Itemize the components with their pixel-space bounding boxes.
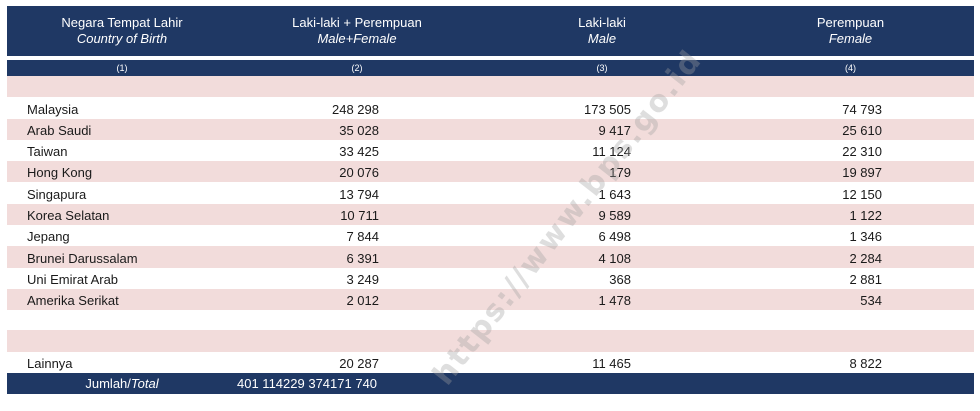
- header-female-id: Perempuan: [816, 15, 885, 30]
- table-row: Brunei Darussalam 6 391 4 108 2 284: [7, 246, 974, 268]
- table-row: Korea Selatan 10 711 9 589 1 122: [7, 203, 974, 226]
- table-row: Singapura 13 794 1 643 12 150: [7, 182, 974, 204]
- table-row: Hong Kong 20 076 179 19 897: [7, 161, 974, 183]
- male-value: 1 643: [598, 186, 631, 202]
- data-table: Negara Tempat Lahir Country of Birth Lak…: [7, 6, 974, 394]
- country-name: Jepang: [27, 229, 70, 245]
- column-number: (1): [116, 63, 128, 73]
- female-value: 8 822: [849, 355, 882, 371]
- country-name: Arab Saudi: [27, 122, 92, 138]
- total-value: 20 076: [339, 165, 379, 181]
- header-country: Negara Tempat Lahir Country of Birth: [7, 6, 237, 56]
- total-value: 10 711: [340, 208, 379, 224]
- male-value: 9 589: [598, 208, 631, 224]
- column-number-row: (1) (2) (3) (4): [7, 60, 974, 76]
- male-value: 11 465: [592, 355, 631, 371]
- total-value: 248 298: [332, 101, 379, 117]
- female-value: 74 793: [842, 101, 882, 117]
- header-male: Laki-laki Male: [477, 6, 727, 56]
- total-value: 33 425: [339, 144, 379, 160]
- female-value: 1 346: [849, 229, 882, 245]
- country-name: Taiwan: [27, 144, 68, 160]
- country-name: Lainnya: [27, 355, 73, 371]
- header-male-en: Male: [587, 31, 617, 46]
- header-female-en: Female: [828, 31, 873, 46]
- country-name: Hong Kong: [27, 165, 93, 181]
- male-value: 1 478: [598, 293, 631, 309]
- total-male-value: 229 374: [283, 375, 331, 391]
- total-value: 7 844: [346, 229, 379, 245]
- male-value: 179: [609, 165, 631, 181]
- total-label-en: Total: [130, 375, 159, 391]
- table-row: Jepang 7 844 6 498 1 346: [7, 225, 974, 247]
- female-value: 19 897: [842, 165, 882, 181]
- female-value: 22 310: [842, 144, 882, 160]
- female-value: 12 150: [842, 186, 882, 202]
- header-total-en: Male+Female: [317, 31, 397, 46]
- spacer-row: [7, 330, 974, 352]
- table-row: Uni Emirat Arab 3 249 368 2 881: [7, 267, 974, 289]
- header-female: Perempuan Female: [727, 6, 974, 56]
- column-number: (4): [845, 63, 856, 73]
- total-label-id: Jumlah/: [85, 375, 131, 391]
- header-country-id: Negara Tempat Lahir: [61, 15, 183, 30]
- total-label: Jumlah/Total: [7, 376, 237, 391]
- male-value: 6 498: [598, 229, 631, 245]
- country-name: Malaysia: [27, 101, 79, 117]
- country-name: Uni Emirat Arab: [27, 271, 119, 287]
- male-value: 173 505: [584, 101, 631, 117]
- spacer-row: [7, 310, 974, 331]
- table-row: Malaysia 248 298 173 505 74 793: [7, 97, 974, 119]
- country-name: Brunei Darussalam: [27, 250, 138, 266]
- column-number: (3): [596, 63, 608, 73]
- total-value: 13 794: [339, 186, 379, 202]
- column-number: (2): [351, 63, 363, 73]
- table-row: Amerika Serikat 2 012 1 478 534: [7, 288, 974, 311]
- header-total-id: Laki-laki + Perempuan: [292, 15, 422, 30]
- table-row: Taiwan 33 425 11 124 22 310: [7, 139, 974, 162]
- total-value: 3 249: [346, 271, 379, 287]
- table-row-other: Lainnya 20 287 11 465 8 822: [7, 351, 974, 373]
- female-value: 1 122: [849, 208, 882, 224]
- total-value: 20 287: [339, 355, 379, 371]
- country-name: Singapura: [27, 186, 87, 202]
- country-name: Korea Selatan: [27, 208, 110, 224]
- male-value: 11 124: [592, 144, 631, 160]
- female-value: 25 610: [842, 122, 882, 138]
- total-value: 401 114: [237, 375, 284, 391]
- total-value: 6 391: [346, 250, 379, 266]
- female-value: 534: [860, 293, 882, 309]
- total-value: 2 012: [346, 293, 379, 309]
- male-value: 9 417: [598, 122, 631, 138]
- total-row: Jumlah/Total 401 114 229 374 171 740: [7, 372, 974, 394]
- spacer-row: [7, 76, 974, 98]
- male-value: 368: [609, 271, 631, 287]
- table-row: Arab Saudi 35 028 9 417 25 610: [7, 118, 974, 140]
- country-name: Amerika Serikat: [27, 293, 119, 309]
- total-female-value: 171 740: [330, 375, 378, 391]
- male-value: 4 108: [598, 250, 631, 266]
- header-male-id: Laki-laki: [578, 15, 626, 30]
- female-value: 2 284: [849, 250, 882, 266]
- header-total: Laki-laki + Perempuan Male+Female: [237, 6, 477, 56]
- table-header: Negara Tempat Lahir Country of Birth Lak…: [7, 6, 974, 56]
- total-value: 35 028: [339, 122, 379, 138]
- header-country-en: Country of Birth: [76, 31, 168, 46]
- female-value: 2 881: [849, 271, 882, 287]
